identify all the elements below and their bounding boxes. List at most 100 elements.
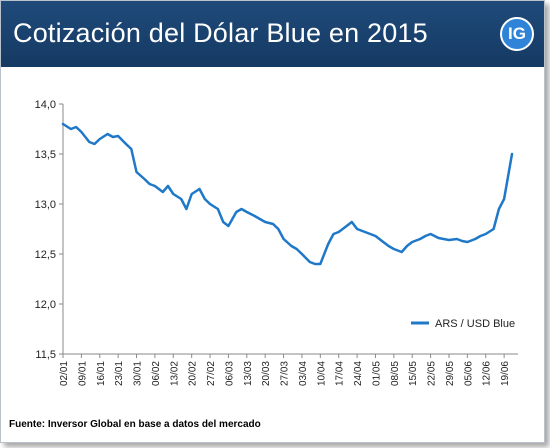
x-tick-label: 27/03 bbox=[280, 361, 291, 386]
data-point bbox=[180, 198, 183, 200]
data-point bbox=[125, 143, 127, 145]
data-point bbox=[350, 221, 353, 223]
data-point bbox=[240, 208, 243, 210]
data-point bbox=[245, 211, 248, 213]
data-point bbox=[185, 208, 188, 210]
data-point bbox=[154, 185, 156, 187]
data-point bbox=[301, 253, 303, 255]
data-point bbox=[400, 251, 403, 253]
data-point bbox=[337, 231, 340, 233]
data-point bbox=[356, 228, 358, 230]
x-tick-label: 20/03 bbox=[261, 361, 272, 386]
data-point bbox=[75, 126, 78, 128]
data-point bbox=[455, 238, 458, 240]
data-point bbox=[93, 143, 96, 145]
data-point bbox=[479, 235, 482, 237]
data-point bbox=[277, 228, 280, 230]
data-point bbox=[148, 183, 151, 185]
data-point bbox=[419, 238, 421, 240]
x-tick-label: 23/01 bbox=[114, 361, 125, 386]
data-point bbox=[111, 136, 114, 138]
data-point bbox=[511, 153, 513, 155]
data-point bbox=[235, 211, 238, 213]
data-point bbox=[503, 198, 506, 200]
data-point bbox=[172, 193, 175, 195]
x-tick-label: 03/04 bbox=[298, 361, 309, 386]
x-tick-label: 24/04 bbox=[353, 361, 364, 386]
page-title: Cotización del Dólar Blue en 2015 bbox=[13, 18, 428, 48]
data-point bbox=[222, 221, 225, 223]
x-tick-label: 20/02 bbox=[188, 361, 199, 386]
data-point bbox=[282, 238, 285, 240]
y-tick-label: 13,0 bbox=[35, 199, 56, 211]
data-point bbox=[319, 263, 322, 265]
data-point bbox=[272, 223, 274, 225]
data-point bbox=[411, 241, 414, 243]
x-tick-label: 01/05 bbox=[371, 361, 382, 386]
data-point bbox=[382, 241, 385, 243]
data-point bbox=[424, 235, 427, 237]
data-point bbox=[345, 225, 348, 227]
x-tick-label: 12/06 bbox=[482, 361, 493, 386]
y-tick-label: 13,5 bbox=[35, 149, 56, 161]
data-point bbox=[332, 233, 335, 235]
header-bar: Cotización del Dólar Blue en 2015 IG bbox=[1, 1, 544, 67]
series-line bbox=[61, 122, 514, 266]
data-point bbox=[69, 128, 72, 130]
data-point bbox=[374, 235, 377, 237]
data-point bbox=[442, 238, 445, 240]
data-point bbox=[190, 193, 193, 195]
data-point bbox=[429, 233, 432, 235]
data-point bbox=[143, 178, 146, 180]
data-point bbox=[497, 208, 500, 210]
x-tick-label: 08/05 bbox=[390, 361, 401, 386]
source-note: Fuente: Inversor Global en base a datos … bbox=[9, 419, 261, 430]
chart-panel: Cotización del Dólar Blue en 2015 IG 11,… bbox=[0, 0, 545, 443]
data-point bbox=[448, 239, 450, 241]
y-tick-label: 11,5 bbox=[35, 349, 56, 361]
data-point bbox=[209, 203, 211, 205]
data-point bbox=[264, 221, 267, 223]
data-point bbox=[130, 148, 133, 150]
x-tick-label: 06/02 bbox=[151, 361, 162, 386]
x-tick-label: 10/04 bbox=[316, 361, 327, 386]
data-point bbox=[484, 233, 487, 235]
data-point bbox=[88, 141, 91, 143]
data-point bbox=[437, 237, 440, 239]
data-point bbox=[295, 248, 298, 250]
data-point bbox=[117, 135, 120, 137]
data-point bbox=[135, 171, 138, 173]
data-point bbox=[217, 208, 219, 210]
y-tick-label: 12,0 bbox=[35, 299, 56, 311]
data-point bbox=[227, 225, 230, 227]
data-point bbox=[259, 218, 261, 220]
x-tick-label: 19/06 bbox=[500, 361, 511, 386]
x-tick-label: 09/01 bbox=[77, 361, 88, 386]
x-tick-label: 29/05 bbox=[445, 361, 456, 386]
data-point bbox=[308, 261, 311, 263]
x-tick-label: 02/01 bbox=[59, 361, 70, 386]
x-tick-label: 13/03 bbox=[243, 361, 254, 386]
x-tick-label: 27/02 bbox=[206, 361, 217, 386]
data-point bbox=[364, 231, 366, 233]
data-point bbox=[253, 215, 256, 217]
data-point bbox=[369, 233, 372, 235]
x-tick-label: 15/05 bbox=[408, 361, 419, 386]
y-tick-label: 12,5 bbox=[35, 249, 56, 261]
data-point bbox=[62, 123, 64, 125]
y-tick-label: 14,0 bbox=[35, 99, 56, 111]
data-point bbox=[98, 138, 101, 140]
data-point bbox=[392, 248, 395, 250]
data-point bbox=[314, 263, 316, 265]
x-tick-label: 22/05 bbox=[427, 361, 438, 386]
data-point bbox=[387, 245, 390, 247]
x-tick-label: 30/01 bbox=[133, 361, 144, 386]
data-point bbox=[492, 228, 495, 230]
data-point bbox=[474, 238, 477, 240]
data-point bbox=[167, 185, 169, 187]
data-point bbox=[106, 133, 109, 135]
x-tick-label: 13/02 bbox=[169, 361, 180, 386]
data-point bbox=[406, 245, 408, 247]
legend-label: ARS / USD Blue bbox=[435, 318, 515, 330]
data-point bbox=[161, 191, 164, 193]
